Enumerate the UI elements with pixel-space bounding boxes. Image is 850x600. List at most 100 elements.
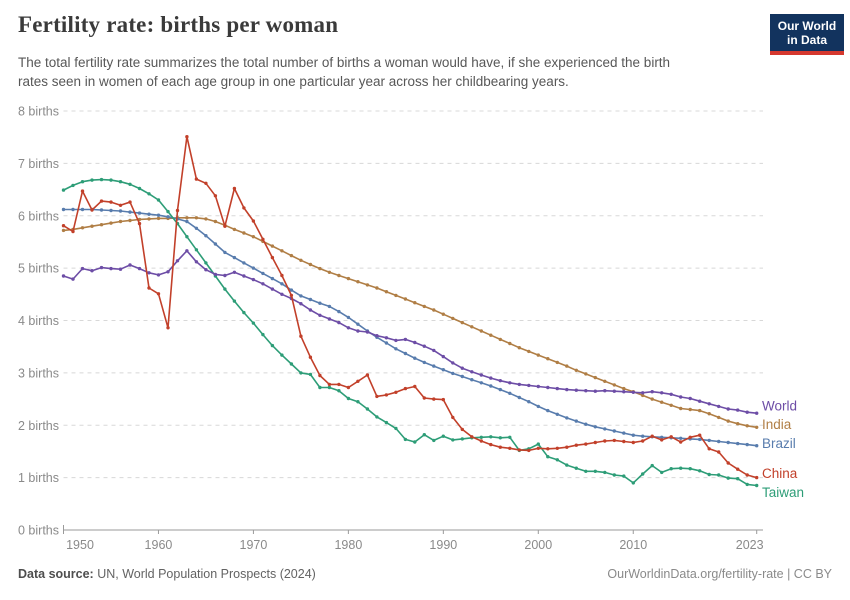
data-point[interactable]	[280, 353, 284, 357]
data-point[interactable]	[413, 301, 417, 305]
data-point[interactable]	[726, 407, 730, 411]
data-point[interactable]	[394, 390, 398, 394]
data-point[interactable]	[755, 425, 759, 429]
data-point[interactable]	[707, 472, 711, 477]
data-point[interactable]	[451, 361, 455, 365]
data-point[interactable]	[384, 336, 389, 340]
data-point[interactable]	[213, 194, 218, 198]
data-point[interactable]	[337, 273, 341, 278]
data-point[interactable]	[394, 293, 398, 298]
legend-label-taiwan[interactable]: Taiwan	[762, 485, 804, 500]
data-point[interactable]	[555, 386, 559, 391]
data-point[interactable]	[289, 293, 294, 298]
data-point[interactable]	[669, 392, 673, 396]
data-point[interactable]	[413, 340, 417, 345]
data-point[interactable]	[441, 397, 445, 402]
data-point[interactable]	[603, 379, 607, 383]
data-point[interactable]	[565, 463, 569, 467]
data-point[interactable]	[99, 223, 104, 227]
data-point[interactable]	[251, 219, 256, 223]
data-point[interactable]	[375, 394, 379, 399]
series-points-china[interactable]	[61, 135, 759, 480]
data-point[interactable]	[299, 258, 303, 262]
data-point[interactable]	[251, 277, 256, 282]
data-point[interactable]	[593, 389, 597, 393]
data-point[interactable]	[593, 375, 597, 380]
data-point[interactable]	[489, 442, 493, 447]
data-point[interactable]	[736, 467, 740, 471]
data-point[interactable]	[698, 469, 702, 473]
data-point[interactable]	[688, 467, 692, 471]
data-point[interactable]	[593, 440, 597, 445]
data-point[interactable]	[270, 276, 275, 281]
data-point[interactable]	[584, 389, 588, 393]
data-point[interactable]	[441, 312, 445, 316]
data-point[interactable]	[175, 259, 180, 263]
data-point[interactable]	[128, 200, 132, 204]
data-point[interactable]	[80, 266, 85, 271]
data-point[interactable]	[147, 212, 151, 216]
data-point[interactable]	[137, 221, 142, 226]
data-point[interactable]	[223, 224, 227, 228]
data-point[interactable]	[346, 326, 351, 330]
data-point[interactable]	[118, 219, 123, 224]
data-point[interactable]	[318, 313, 322, 317]
data-point[interactable]	[660, 391, 664, 395]
data-point[interactable]	[242, 206, 246, 210]
data-point[interactable]	[71, 207, 75, 212]
data-point[interactable]	[346, 385, 351, 390]
data-point[interactable]	[698, 433, 702, 437]
data-point[interactable]	[612, 383, 616, 387]
data-point[interactable]	[308, 308, 313, 312]
data-point[interactable]	[346, 315, 351, 320]
data-point[interactable]	[755, 483, 759, 488]
data-point[interactable]	[679, 395, 683, 399]
data-point[interactable]	[318, 385, 322, 390]
data-point[interactable]	[584, 469, 588, 473]
data-point[interactable]	[308, 372, 313, 377]
data-point[interactable]	[698, 399, 702, 403]
data-point[interactable]	[403, 337, 408, 342]
data-point[interactable]	[261, 332, 265, 337]
data-point[interactable]	[641, 472, 645, 476]
data-point[interactable]	[574, 388, 578, 392]
data-point[interactable]	[565, 416, 569, 420]
data-point[interactable]	[451, 371, 455, 376]
data-point[interactable]	[669, 435, 673, 439]
data-point[interactable]	[128, 182, 132, 186]
data-point[interactable]	[128, 210, 132, 214]
data-point[interactable]	[128, 263, 132, 267]
data-point[interactable]	[422, 304, 426, 309]
data-point[interactable]	[356, 280, 360, 284]
data-point[interactable]	[422, 360, 426, 365]
data-point[interactable]	[175, 208, 180, 213]
data-point[interactable]	[679, 466, 683, 470]
data-point[interactable]	[194, 177, 199, 181]
data-point[interactable]	[327, 385, 332, 390]
owid-logo[interactable]: Our World in Data	[770, 14, 844, 55]
data-point[interactable]	[508, 446, 512, 450]
data-point[interactable]	[460, 437, 464, 441]
data-point[interactable]	[365, 407, 370, 411]
data-point[interactable]	[479, 439, 483, 443]
data-point[interactable]	[118, 267, 123, 271]
data-point[interactable]	[489, 376, 493, 380]
data-point[interactable]	[517, 395, 521, 400]
data-point[interactable]	[213, 242, 218, 246]
data-point[interactable]	[308, 262, 313, 267]
data-point[interactable]	[574, 419, 578, 423]
data-point[interactable]	[270, 255, 275, 260]
data-point[interactable]	[546, 385, 550, 390]
data-point[interactable]	[61, 207, 66, 212]
data-point[interactable]	[261, 282, 265, 286]
data-point[interactable]	[147, 271, 151, 275]
data-point[interactable]	[147, 217, 151, 221]
data-point[interactable]	[422, 396, 426, 400]
data-point[interactable]	[641, 391, 645, 395]
data-point[interactable]	[660, 435, 664, 439]
data-point[interactable]	[650, 463, 654, 468]
data-point[interactable]	[422, 344, 426, 348]
data-point[interactable]	[270, 287, 275, 291]
data-point[interactable]	[365, 283, 370, 287]
data-point[interactable]	[669, 467, 673, 471]
